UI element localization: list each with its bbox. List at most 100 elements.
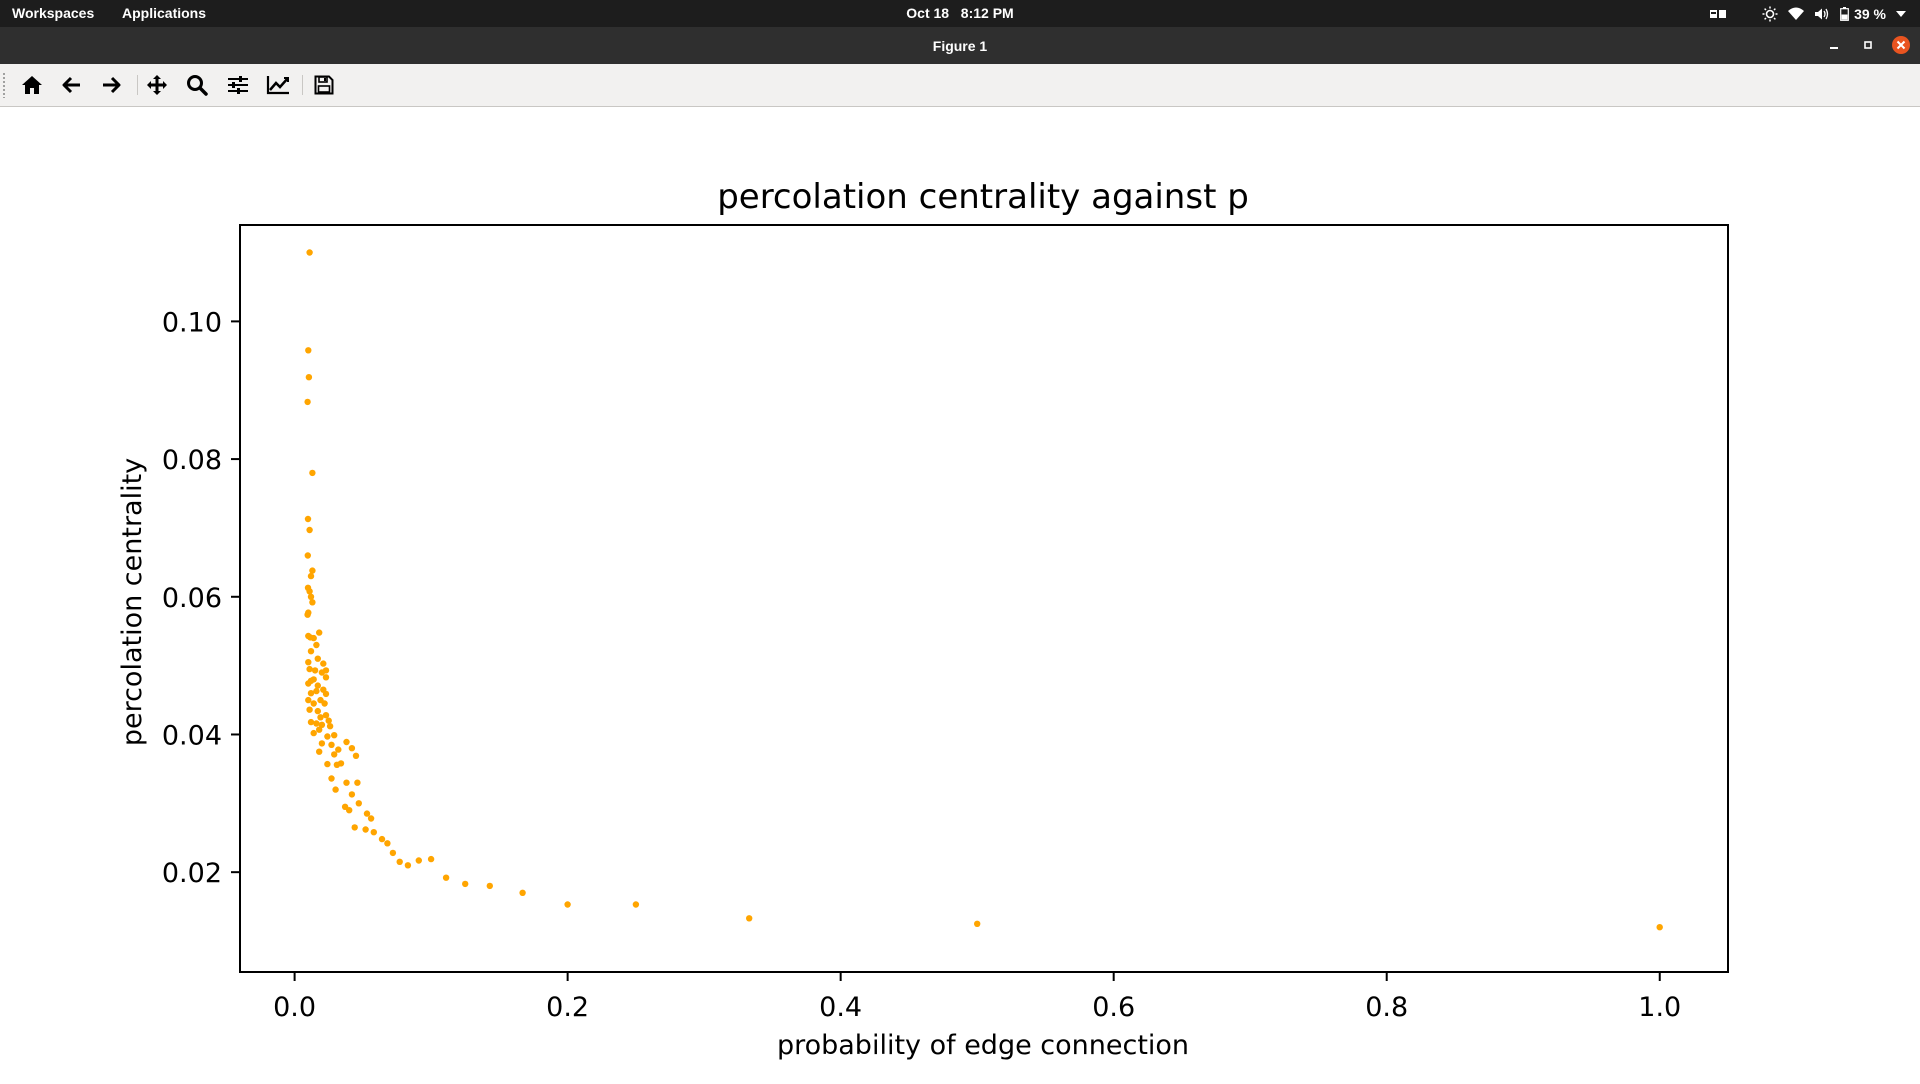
save-button[interactable] — [309, 71, 339, 99]
system-top-bar: Workspaces Applications Oct 18 8:12 PM 3… — [0, 0, 1920, 27]
data-point — [310, 729, 317, 737]
data-point — [304, 398, 311, 406]
clock-date[interactable]: Oct 18 — [906, 5, 950, 21]
data-point — [331, 732, 338, 739]
data-point — [346, 807, 353, 814]
data-point — [305, 680, 312, 687]
y-tick-label: 0.08 — [162, 445, 222, 476]
data-point — [974, 920, 981, 927]
data-point — [318, 740, 326, 747]
data-point — [415, 857, 422, 864]
data-point — [427, 855, 435, 863]
data-point — [367, 815, 375, 822]
data-point — [307, 593, 315, 600]
data-point — [322, 712, 330, 719]
data-point — [307, 572, 315, 580]
navigation-toolbar — [0, 64, 1920, 107]
pan-button[interactable] — [142, 71, 172, 99]
data-point — [314, 682, 321, 689]
forward-icon — [103, 76, 121, 94]
data-point — [564, 901, 571, 908]
maximize-button[interactable] — [1856, 33, 1880, 57]
data-point — [352, 752, 360, 759]
minimize-button[interactable] — [1822, 33, 1846, 57]
window-title: Figure 1 — [932, 38, 988, 54]
x-axis-ticks: 0.0 0.2 0.4 0.6 0.8 1.0 — [273, 972, 1681, 1023]
data-point — [1656, 924, 1663, 931]
data-point — [314, 707, 321, 715]
data-point — [348, 791, 356, 798]
back-button[interactable] — [57, 71, 87, 99]
data-point — [321, 700, 328, 707]
data-point — [348, 745, 356, 752]
data-point — [378, 835, 386, 843]
data-point — [354, 779, 361, 786]
data-point — [328, 741, 335, 748]
y-tick-label: 0.06 — [162, 583, 222, 614]
data-point — [351, 824, 358, 831]
data-point — [313, 641, 320, 649]
keyboard-layout-icon[interactable] — [1710, 8, 1727, 20]
toolbar-separator — [302, 75, 303, 95]
pan-icon — [147, 75, 167, 95]
clock-time[interactable]: 8:12 PM — [960, 5, 1014, 21]
edit-axis-icon — [266, 76, 289, 95]
system-menu-chevron-down-icon[interactable] — [1896, 10, 1906, 17]
maximize-icon — [1864, 41, 1872, 49]
workspaces-menu[interactable]: Workspaces — [12, 5, 95, 21]
data-points — [304, 249, 1663, 931]
data-point — [318, 721, 326, 728]
data-point — [305, 632, 312, 640]
data-point — [305, 347, 312, 354]
save-icon — [314, 75, 334, 95]
data-point — [343, 779, 350, 786]
data-point — [343, 738, 350, 746]
brightness-icon[interactable] — [1762, 6, 1778, 22]
y-tick-label: 0.04 — [162, 720, 222, 751]
close-button[interactable] — [1889, 33, 1913, 57]
data-point — [324, 733, 331, 740]
data-point — [305, 659, 312, 666]
home-button[interactable] — [17, 71, 47, 99]
data-point — [306, 249, 313, 256]
data-point — [370, 829, 377, 836]
data-point — [331, 751, 338, 758]
data-point — [318, 669, 326, 676]
data-point — [306, 665, 313, 673]
x-tick-label: 0.2 — [546, 992, 589, 1023]
battery-icon[interactable] — [1840, 6, 1849, 21]
zoom-icon — [187, 75, 208, 96]
volume-icon[interactable] — [1814, 7, 1830, 21]
figure-canvas[interactable]: percolation centrality against p 0.0 0.2 0… — [0, 107, 1920, 1080]
data-point — [389, 849, 397, 857]
data-point — [307, 690, 315, 697]
toolbar-grip[interactable] — [2, 72, 6, 98]
y-axis-label: percolation centrality — [117, 458, 148, 746]
data-point — [462, 880, 469, 888]
home-icon — [22, 76, 42, 94]
y-tick-label: 0.10 — [162, 307, 222, 338]
data-point — [314, 655, 321, 662]
data-point — [384, 840, 391, 847]
data-point — [519, 889, 526, 896]
data-point — [404, 862, 412, 869]
data-point — [332, 786, 339, 793]
data-point — [311, 667, 319, 674]
wifi-icon[interactable] — [1788, 7, 1805, 21]
data-point — [333, 761, 341, 768]
zoom-button[interactable] — [182, 71, 212, 99]
edit-axis-button[interactable] — [263, 71, 293, 99]
data-point — [322, 674, 330, 681]
configure-subplots-button[interactable] — [223, 71, 253, 99]
data-point — [335, 746, 342, 753]
forward-button[interactable] — [96, 71, 126, 99]
y-axis-ticks: 0.02 0.04 0.06 0.08 0.10 — [162, 307, 240, 889]
data-point — [320, 660, 327, 667]
back-icon — [62, 76, 80, 94]
scatter-chart[interactable]: percolation centrality against p 0.0 0.2 0… — [0, 107, 1920, 1080]
data-point — [363, 810, 371, 817]
applications-menu[interactable]: Applications — [122, 5, 207, 21]
x-tick-label: 0.8 — [1365, 992, 1408, 1023]
data-point — [396, 858, 403, 865]
x-tick-label: 0.6 — [1092, 992, 1135, 1023]
